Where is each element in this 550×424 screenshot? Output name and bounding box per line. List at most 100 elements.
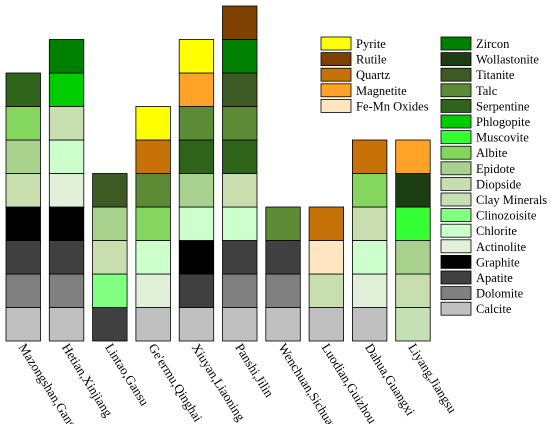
bar-segment-hetian-xinjiang-graphite [48,206,85,241]
legend-item-chlorite: Chlorite [440,223,517,238]
legend-label: Epidote [476,162,515,176]
legend-swatch [440,301,472,316]
bar-segment-xiuyan-liaoning-pyrite [178,39,215,74]
bar-segment-lintao-gansu-titanite [92,173,128,208]
bar-segment-hetian-xinjiang-zircon [48,39,85,74]
bar-segment-hetian-xinjiang-actinolite [48,173,85,208]
legend-swatch [440,223,472,238]
bar-segment-panshi-jilin-talc [222,106,258,141]
bar-segment-lintao-gansu-clinozoisite [92,273,128,308]
bar-segment-ge-ermu-qinghai-pyrite [135,106,171,141]
legend-swatch [440,36,472,51]
legend-item-clay-minerals: Clay Minerals [440,192,547,207]
bar-segment-panshi-jilin-diopside [222,173,258,208]
bar-segment-panshi-jilin-apatite [222,240,258,275]
bar-segment-hetian-xinjiang-diopside [48,106,85,141]
legend-swatch [320,67,352,82]
legend-swatch [440,286,472,301]
legend-swatch [440,239,472,254]
legend-item-zircon: Zircon [440,36,510,51]
x-tick-label: Lintao,Gansu [102,341,152,409]
legend-item-graphite: Graphite [440,254,520,269]
legend-item-titanite: Titanite [440,67,515,82]
bar-segment-panshi-jilin-serpentine [222,139,258,174]
legend-label: Actinolite [476,240,526,254]
bar-segment-wenchuan-sichuan-calcite [265,307,301,342]
bar-segment-ge-ermu-qinghai-calcite [135,307,171,342]
legend-swatch [440,208,472,223]
bar-segment-panshi-jilin-titanite [222,72,258,107]
x-tick-label: Panshi,Jilin [232,341,277,401]
bar-segment-dahua-guangxi-chlorite [351,240,388,275]
legend-label: Calcite [476,302,512,316]
legend-label: Wollastonite [476,53,539,67]
legend-swatch [440,161,472,176]
legend-item-dolomite: Dolomite [440,286,524,301]
legend-label: Chlorite [476,224,517,238]
bar-segment-xiuyan-liaoning-serpentine [178,139,215,174]
bar-segment-lintao-gansu-diopside [92,240,128,275]
bar-segment-panshi-jilin-chlorite [222,206,258,241]
bar-segment-liyang-jiangsu-epidote [395,240,431,275]
legend-label: Titanite [476,68,515,82]
bar-segment-xiuyan-liaoning-apatite [178,273,215,308]
bar-segment-mazongshan-gansu-graphite [5,206,41,241]
legend-label: Clinozoisite [476,209,537,223]
legend-swatch [320,36,352,51]
bar-segment-wenchuan-sichuan-apatite [265,240,301,275]
legend-label: Albite [476,146,508,160]
legend-label: Graphite [476,255,520,269]
legend-swatch [440,99,472,113]
legend-label: Clay Minerals [476,193,547,207]
legend-item-pyrite: Pyrite [320,36,386,51]
bar-segment-mazongshan-gansu-diopside [5,173,41,208]
legend-swatch [440,270,472,285]
bar-segment-liyang-jiangsu-magnetite [395,139,431,174]
legend-item-muscovite: Muscovite [440,130,529,145]
bar-segment-liyang-jiangsu-diopside [395,273,431,308]
legend-label: Apatite [476,271,513,285]
legend-item-magnetite: Magnetite [320,83,407,98]
legend-item-fe-mn-oxides: Fe-Mn Oxides [320,99,429,113]
bar-segment-xiuyan-liaoning-chlorite [178,206,215,241]
bar-segment-hetian-xinjiang-apatite [48,240,85,275]
legend-item-actinolite: Actinolite [440,239,526,254]
bar-segment-panshi-jilin-calcite [222,307,258,342]
legend-item-albite: Albite [440,145,508,160]
bar-segment-mazongshan-gansu-serpentine [5,72,41,107]
bar-segment-luodian-guizhou-calcite [308,307,345,342]
legend-swatch [440,254,472,269]
legend-label: Quartz [356,68,390,82]
legend-item-rutile: Rutile [320,52,387,67]
bar-segment-panshi-jilin-rutile [222,5,258,40]
bar-segment-xiuyan-liaoning-graphite [178,240,215,275]
legend-label: Fe-Mn Oxides [356,99,429,113]
bar-segment-luodian-guizhou-fe-mn-oxides [308,240,345,275]
bar-segment-wenchuan-sichuan-dolomite [265,273,301,308]
bar-segment-ge-ermu-qinghai-chlorite [135,240,171,275]
legend-swatch [320,83,352,98]
bar-segment-liyang-jiangsu-clay-minerals [395,307,431,342]
legend-item-epidote: Epidote [440,161,515,176]
bar-segment-dahua-guangxi-actinolite [351,273,388,308]
bar-segment-hetian-xinjiang-phlogopite [48,72,85,107]
bar-segment-mazongshan-gansu-calcite [5,307,41,342]
legend-label: Serpentine [476,99,530,113]
bar-segment-ge-ermu-qinghai-talc [135,173,171,208]
bar-segment-hetian-xinjiang-chlorite [48,139,85,174]
legend-label: Diopside [476,177,522,191]
bar-segment-dahua-guangxi-diopside [351,206,388,241]
legend-label: Zircon [476,37,510,51]
legend-label: Magnetite [356,84,407,98]
legend-item-talc: Talc [440,83,498,98]
legend-label: Talc [476,84,498,98]
bar-segment-hetian-xinjiang-dolomite [48,273,85,308]
bar-segment-dahua-guangxi-quartz [351,139,388,174]
bar-segment-mazongshan-gansu-dolomite [5,273,41,308]
bar-segment-dahua-guangxi-calcite [351,307,388,342]
legend-swatch [320,52,352,66]
legend-item-calcite: Calcite [440,301,512,316]
legend-label: Dolomite [476,287,524,301]
legend-item-quartz: Quartz [320,67,390,82]
